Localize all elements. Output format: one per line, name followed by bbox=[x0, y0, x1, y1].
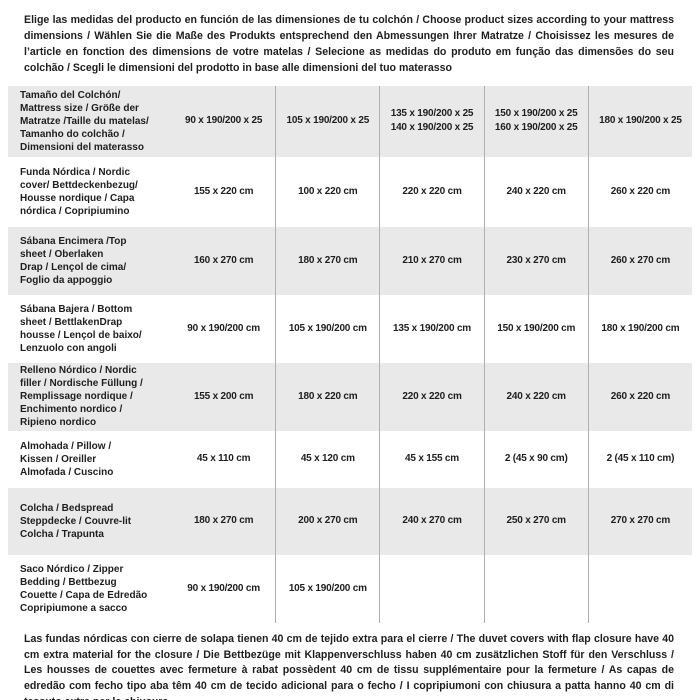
row-label: Sábana Encimera /Top sheet / Oberlaken D… bbox=[20, 235, 127, 286]
size-value bbox=[379, 554, 483, 623]
size-value: 105 x 190/200 cm bbox=[275, 554, 379, 623]
row-label: Colcha / Bedspread Steppdecke / Couvre-l… bbox=[20, 502, 132, 540]
size-value: 160 x 270 cm bbox=[193, 254, 254, 266]
footnote-text: Las fundas nórdicas con cierre de solapa… bbox=[24, 632, 674, 700]
size-table: Tamaño del Colchón/ Mattress size / Größ… bbox=[8, 85, 692, 623]
size-value: 135 x 190/200 x 25 140 x 190/200 x 25 bbox=[379, 85, 483, 157]
size-value: 45 x 120 cm bbox=[275, 430, 379, 488]
row-label: Almohada / Pillow / Kissen / Oreiller Al… bbox=[20, 440, 114, 478]
table-row: Sábana Bajera / Bottom sheet / Bettlaken… bbox=[8, 294, 692, 363]
size-value: 90 x 190/200 cm bbox=[187, 582, 260, 594]
size-value: 150 x 190/200 cm bbox=[483, 294, 588, 363]
row-label: Saco Nórdico / Zipper Bedding / Bettbezu… bbox=[20, 563, 148, 614]
size-value: 230 x 270 cm bbox=[483, 226, 588, 295]
size-value: 105 x 190/200 x 25 bbox=[275, 85, 379, 157]
size-value: 90 x 190/200 cm bbox=[187, 322, 260, 334]
row-label: Relleno Nórdico / Nordic filler / Nordis… bbox=[20, 365, 143, 429]
table-row: Almohada / Pillow / Kissen / Oreiller Al… bbox=[8, 430, 692, 488]
size-value: 260 x 270 cm bbox=[587, 226, 692, 295]
size-value bbox=[587, 554, 692, 623]
size-value: 155 x 200 cm bbox=[193, 390, 254, 402]
size-value: 45 x 155 cm bbox=[379, 430, 483, 488]
size-value: 155 x 220 cm bbox=[193, 185, 254, 197]
table-row: Saco Nórdico / Zipper Bedding / Bettbezu… bbox=[8, 554, 692, 623]
size-value: 240 x 220 cm bbox=[483, 362, 588, 431]
size-value: 270 x 270 cm bbox=[587, 487, 692, 555]
table-row: Tamaño del Colchón/ Mattress size / Größ… bbox=[8, 85, 692, 157]
intro-text: Elige las medidas del producto en funció… bbox=[24, 14, 674, 74]
row-label: Tamaño del Colchón/ Mattress size / Größ… bbox=[20, 89, 149, 153]
size-value: 2 (45 x 110 cm) bbox=[587, 430, 692, 488]
size-value: 90 x 190/200 x 25 bbox=[184, 115, 263, 127]
size-value: 100 x 220 cm bbox=[275, 156, 379, 227]
size-value: 2 (45 x 90 cm) bbox=[483, 430, 588, 488]
size-value: 150 x 190/200 x 25 160 x 190/200 x 25 bbox=[483, 85, 588, 157]
size-value: 240 x 270 cm bbox=[379, 487, 483, 555]
size-value: 105 x 190/200 cm bbox=[275, 294, 379, 363]
table-row: Relleno Nórdico / Nordic filler / Nordis… bbox=[8, 362, 692, 431]
table-row: Funda Nórdica / Nordic cover/ Bettdecken… bbox=[8, 156, 692, 227]
size-value bbox=[483, 554, 588, 623]
size-value: 180 x 190/200 x 25 bbox=[587, 85, 692, 157]
size-value: 180 x 270 cm bbox=[275, 226, 379, 295]
size-value: 180 x 270 cm bbox=[193, 515, 254, 527]
size-value: 260 x 220 cm bbox=[587, 156, 692, 227]
size-value: 260 x 220 cm bbox=[587, 362, 692, 431]
table-row: Sábana Encimera /Top sheet / Oberlaken D… bbox=[8, 226, 692, 295]
table-row: Colcha / Bedspread Steppdecke / Couvre-l… bbox=[8, 487, 692, 555]
size-value: 210 x 270 cm bbox=[379, 226, 483, 295]
size-value: 200 x 270 cm bbox=[275, 487, 379, 555]
size-value: 220 x 220 cm bbox=[379, 156, 483, 227]
row-label: Sábana Bajera / Bottom sheet / Bettlaken… bbox=[20, 303, 142, 354]
size-value: 180 x 190/200 cm bbox=[587, 294, 692, 363]
size-value: 45 x 110 cm bbox=[196, 453, 251, 465]
row-label: Funda Nórdica / Nordic cover/ Bettdecken… bbox=[20, 166, 138, 217]
size-value: 250 x 270 cm bbox=[483, 487, 588, 555]
size-value: 240 x 220 cm bbox=[483, 156, 588, 227]
size-value: 220 x 220 cm bbox=[379, 362, 483, 431]
size-value: 180 x 220 cm bbox=[275, 362, 379, 431]
size-value: 135 x 190/200 cm bbox=[379, 294, 483, 363]
